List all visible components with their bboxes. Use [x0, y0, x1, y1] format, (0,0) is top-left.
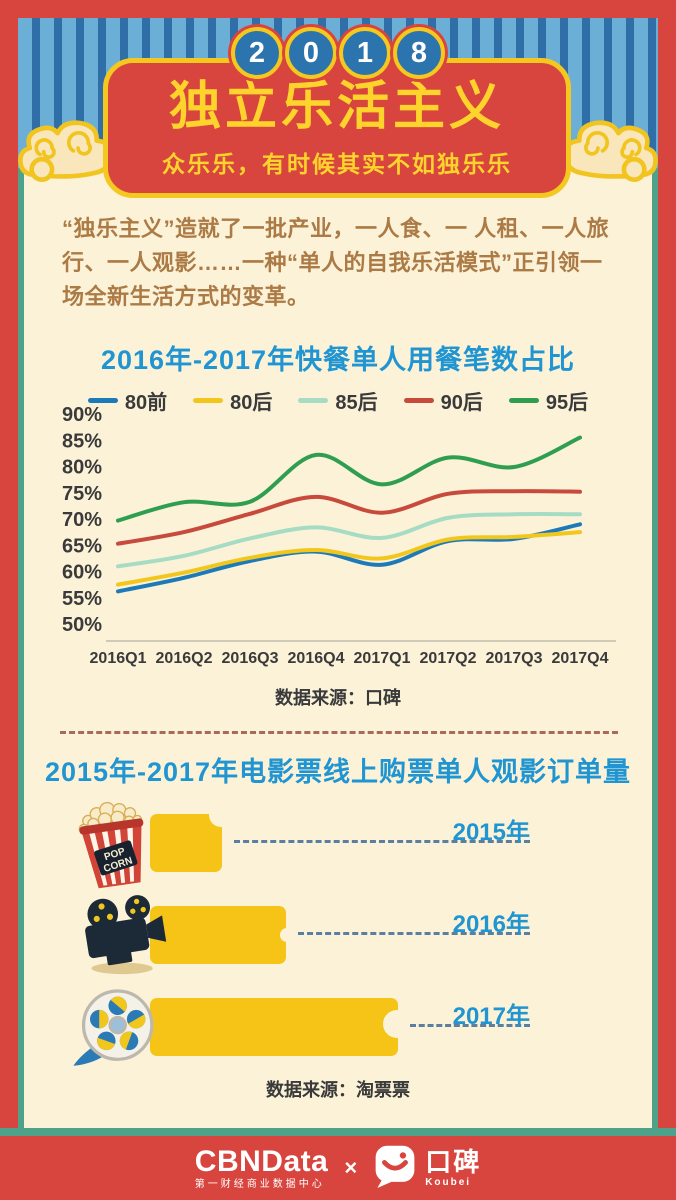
year-digit-circle: 1 [339, 27, 391, 79]
svg-text:2016Q2: 2016Q2 [156, 650, 213, 667]
film-projector-icon [74, 888, 174, 981]
svg-text:50%: 50% [62, 614, 102, 636]
svg-text:75%: 75% [62, 483, 102, 505]
koubei-smiley-icon [373, 1143, 417, 1194]
title-banner: 独立乐活主义 众乐乐，有时候其实不如独乐乐 [103, 58, 571, 198]
legend-item: 80前 [87, 386, 168, 415]
bar [150, 906, 294, 964]
cbndata-logo: CBNData 第一财经商业数据中心 [194, 1144, 329, 1190]
ticket-notch [383, 1010, 411, 1038]
legend-item: 80后 [193, 386, 272, 415]
source-label: 数据来源：口碑 [275, 688, 401, 708]
svg-text:2017Q1: 2017Q1 [354, 650, 411, 667]
svg-text:2017Q3: 2017Q3 [486, 650, 543, 667]
bar-chart: POP CORN 2015年 2016年 2017年 [60, 798, 618, 1074]
line-chart-svg: 90% 85% 80% 75% 70% 65% 60% 55% 50% 2016Q1 2016Q2 2… [62, 404, 616, 667]
svg-text:2017Q2: 2017Q2 [420, 650, 477, 667]
legend-swatch [193, 398, 224, 403]
year-digit-circle: 0 [285, 27, 337, 79]
legend-swatch [298, 398, 329, 403]
bar-year-label: 2016年 [452, 911, 530, 938]
svg-text:2016Q4: 2016Q4 [288, 650, 345, 667]
intro-paragraph: “独乐主义”造就了一批产业，一人食、一 人租、一人旅行、一人观影……一种“单人的… [62, 216, 610, 310]
legend-label: 90后 [440, 392, 483, 414]
svg-text:80%: 80% [62, 457, 102, 479]
svg-text:85%: 85% [62, 430, 102, 452]
legend-label: 80后 [230, 392, 273, 414]
year-digit-circle: 2 [231, 27, 283, 79]
leader-dash [234, 840, 530, 843]
source-label: 数据来源：淘票票 [266, 1080, 410, 1100]
legend-swatch [403, 398, 434, 403]
bar-row: 2016年 [60, 890, 618, 982]
legend-item: 85后 [298, 386, 378, 415]
footer: CBNData 第一财经商业数据中心 × 口碑 Koubei [0, 1136, 676, 1200]
legend-label: 80前 [124, 392, 168, 414]
page-title: 独立乐活主义 [168, 78, 505, 137]
bar-row: POP CORN 2015年 [60, 798, 618, 890]
cloud-icon [558, 108, 662, 190]
bar-row: 2017年 [60, 982, 618, 1074]
bar-chart-title: 2015年-2017年电影票线上购票单人观影订单量 [44, 757, 632, 787]
leader-dash [298, 932, 530, 935]
cross-separator: × [344, 1155, 358, 1180]
teal-divider-bar [0, 1128, 676, 1136]
page-subtitle: 众乐乐，有时候其实不如独乐乐 [162, 151, 512, 177]
koubei-logo-text: 口碑 [425, 1146, 482, 1177]
legend-label: 95后 [545, 392, 589, 414]
svg-text:2016Q1: 2016Q1 [90, 650, 147, 667]
bar [150, 803, 233, 872]
svg-text:60%: 60% [62, 562, 102, 584]
koubei-logo-en: Koubei [425, 1176, 472, 1188]
bar [150, 998, 411, 1056]
koubei-logo: 口碑 Koubei [373, 1143, 481, 1194]
line-chart: 90% 85% 80% 75% 70% 65% 60% 55% 50% 2016Q1 2016Q2 2… [50, 404, 620, 674]
leader-dash [410, 1024, 530, 1027]
cbndata-logo-text: CBNData [194, 1144, 329, 1178]
legend-swatch [87, 398, 118, 403]
svg-text:90%: 90% [62, 404, 102, 426]
legend-swatch [508, 398, 539, 403]
legend-item: 90后 [403, 386, 483, 415]
cbndata-logo-subtitle: 第一财经商业数据中心 [194, 1178, 325, 1190]
ticket-notch [280, 928, 294, 942]
svg-text:2016Q3: 2016Q3 [222, 650, 279, 667]
svg-text:70%: 70% [62, 509, 102, 531]
svg-text:2017Q4: 2017Q4 [552, 650, 609, 667]
svg-text:55%: 55% [62, 588, 102, 610]
bar-year-label: 2017年 [452, 1003, 530, 1030]
popcorn-bucket-icon: POP CORN [68, 790, 160, 898]
year-digit-circle: 8 [393, 27, 445, 79]
legend-label: 85后 [335, 392, 378, 414]
dashed-divider [60, 731, 618, 734]
legend-item: 95后 [508, 386, 589, 415]
line-chart-title: 2016年-2017年快餐单人用餐笔数占比 [100, 345, 576, 375]
film-reel-icon [66, 984, 162, 1075]
svg-text:65%: 65% [62, 535, 102, 557]
legend: 80前 80后 85后 90后 95后 [0, 386, 676, 415]
ticket-notch [209, 803, 233, 827]
cloud-icon [14, 108, 118, 190]
bar-year-label: 2015年 [452, 819, 530, 846]
